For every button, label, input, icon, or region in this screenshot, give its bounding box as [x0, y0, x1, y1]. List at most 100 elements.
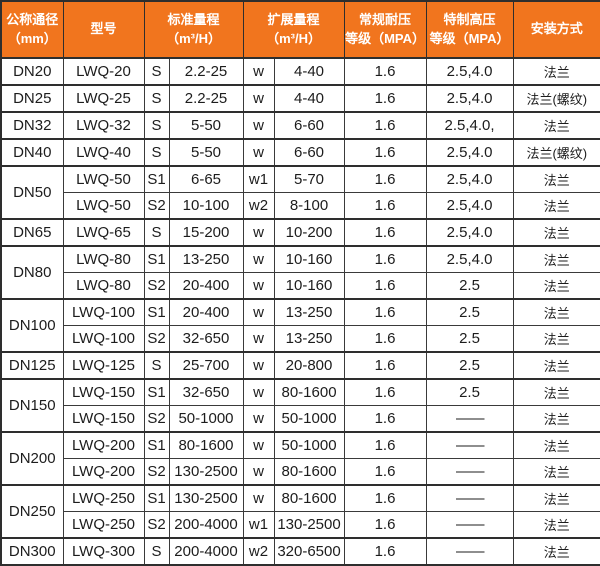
cell-s-code: S: [143, 218, 170, 247]
cell-s-code: S: [143, 138, 170, 167]
cell-model: LWQ-200: [62, 458, 145, 486]
cell-ext-range: 4-40: [273, 57, 345, 86]
cell-w-code: w: [242, 405, 275, 433]
cell-dn: DN300: [0, 537, 64, 566]
table-row: DN150 LWQ-150 S1 32-650 w 80-1600 1.6 2.5 法兰: [0, 378, 600, 433]
cell-install: 法兰: [512, 57, 600, 86]
cell-high-pressure: 2.5,4.0: [425, 245, 514, 273]
cell-w-code: w: [242, 57, 275, 86]
table-row: LWQ-250 S2 200-4000 w1 130-2500 1.6 —— 法兰: [1, 511, 600, 539]
cell-pressure: 1.6: [343, 84, 427, 113]
cell-model: LWQ-65: [62, 218, 145, 247]
header-high-pressure-rating: 特制高压 等级（MPA）: [425, 0, 514, 59]
cell-model: LWQ-100: [62, 325, 145, 353]
cell-high-pressure: ——: [425, 484, 514, 512]
cell-dn: DN100: [0, 298, 64, 353]
cell-install: 法兰(螺纹): [512, 84, 600, 113]
cell-std-range: 32-650: [168, 325, 244, 353]
cell-w-code: w: [242, 325, 275, 353]
cell-model: LWQ-50: [62, 165, 145, 193]
cell-model: LWQ-80: [62, 245, 145, 273]
cell-ext-range: 10-160: [273, 272, 345, 300]
cell-install: 法兰: [512, 431, 600, 459]
cell-model: LWQ-300: [62, 537, 145, 566]
cell-pressure: 1.6: [343, 57, 427, 86]
table-row: LWQ-200 S2 130-2500 w 80-1600 1.6 —— 法兰: [1, 458, 600, 486]
cell-model: LWQ-32: [62, 111, 145, 140]
cell-dn: DN40: [0, 138, 64, 167]
cell-install: 法兰: [512, 298, 600, 326]
cell-dn: DN80: [0, 245, 64, 300]
table-row: DN32 LWQ-32 S 5-50 w 6-60 1.6 2.5,4.0, 法兰: [0, 111, 600, 140]
cell-s-code: S1: [143, 484, 170, 512]
cell-install: 法兰: [512, 111, 600, 140]
cell-s-code: S1: [143, 431, 170, 459]
cell-high-pressure: ——: [425, 537, 514, 566]
cell-model: LWQ-100: [62, 298, 145, 326]
cell-w-code: w1: [242, 511, 275, 539]
cell-ext-range: 4-40: [273, 84, 345, 113]
cell-dn: DN25: [0, 84, 64, 113]
cell-w-code: w2: [242, 537, 275, 566]
cell-s-code: S: [143, 351, 170, 380]
cell-std-range: 25-700: [168, 351, 244, 380]
cell-w-code: w: [242, 378, 275, 406]
cell-model: LWQ-150: [62, 378, 145, 406]
cell-dn: DN200: [0, 431, 64, 486]
cell-install: 法兰: [512, 351, 600, 380]
cell-s-code: S: [143, 537, 170, 566]
cell-model: LWQ-40: [62, 138, 145, 167]
cell-dn: DN32: [0, 111, 64, 140]
cell-high-pressure: ——: [425, 405, 514, 433]
cell-std-range: 2.2-25: [168, 84, 244, 113]
cell-high-pressure: 2.5,4.0: [425, 138, 514, 167]
cell-high-pressure: 2.5: [425, 325, 514, 353]
cell-pressure: 1.6: [343, 378, 427, 406]
cell-high-pressure: ——: [425, 458, 514, 486]
cell-std-range: 5-50: [168, 138, 244, 167]
cell-std-range: 6-65: [168, 165, 244, 193]
cell-model: LWQ-250: [62, 484, 145, 512]
cell-pressure: 1.6: [343, 537, 427, 566]
cell-std-range: 32-650: [168, 378, 244, 406]
cell-w-code: w: [242, 111, 275, 140]
cell-ext-range: 5-70: [273, 165, 345, 193]
cell-pressure: 1.6: [343, 511, 427, 539]
cell-model: LWQ-250: [62, 511, 145, 539]
cell-pressure: 1.6: [343, 138, 427, 167]
cell-s-code: S2: [143, 405, 170, 433]
cell-model: LWQ-150: [62, 405, 145, 433]
cell-w-code: w: [242, 138, 275, 167]
cell-s-code: S: [143, 84, 170, 113]
cell-high-pressure: 2.5: [425, 298, 514, 326]
cell-ext-range: 80-1600: [273, 378, 345, 406]
header-extended-range: 扩展量程 （m³/H）: [242, 0, 345, 59]
cell-pressure: 1.6: [343, 192, 427, 220]
cell-model: LWQ-80: [62, 272, 145, 300]
cell-pressure: 1.6: [343, 405, 427, 433]
cell-pressure: 1.6: [343, 458, 427, 486]
table-body: DN20 LWQ-20 S 2.2-25 w 4-40 1.6 2.5,4.0 法兰 DN25 LW…: [0, 57, 600, 566]
cell-ext-range: 13-250: [273, 325, 345, 353]
cell-high-pressure: 2.5,4.0,: [425, 111, 514, 140]
cell-high-pressure: 2.5,4.0: [425, 165, 514, 193]
cell-dn: DN125: [0, 351, 64, 380]
cell-install: 法兰: [512, 245, 600, 273]
cell-model: LWQ-20: [62, 57, 145, 86]
cell-ext-range: 130-2500: [273, 511, 345, 539]
cell-s-code: S2: [143, 511, 170, 539]
cell-std-range: 20-400: [168, 272, 244, 300]
table-row: LWQ-50 S2 10-100 w2 8-100 1.6 2.5,4.0 法兰: [1, 192, 600, 220]
table-row: DN40 LWQ-40 S 5-50 w 6-60 1.6 2.5,4.0 法兰(螺纹): [0, 138, 600, 167]
cell-high-pressure: 2.5,4.0: [425, 84, 514, 113]
table-row: DN80 LWQ-80 S1 13-250 w 10-160 1.6 2.5,4.0 法兰: [0, 245, 600, 300]
cell-pressure: 1.6: [343, 111, 427, 140]
cell-dn: DN250: [0, 484, 64, 539]
cell-install: 法兰: [512, 272, 600, 300]
cell-std-range: 13-250: [168, 245, 244, 273]
cell-dn: DN150: [0, 378, 64, 433]
header-standard-pressure-rating: 常规耐压 等级（MPA）: [343, 0, 427, 59]
cell-model: LWQ-125: [62, 351, 145, 380]
table-row: LWQ-100 S2 32-650 w 13-250 1.6 2.5 法兰: [1, 325, 600, 353]
cell-std-range: 15-200: [168, 218, 244, 247]
